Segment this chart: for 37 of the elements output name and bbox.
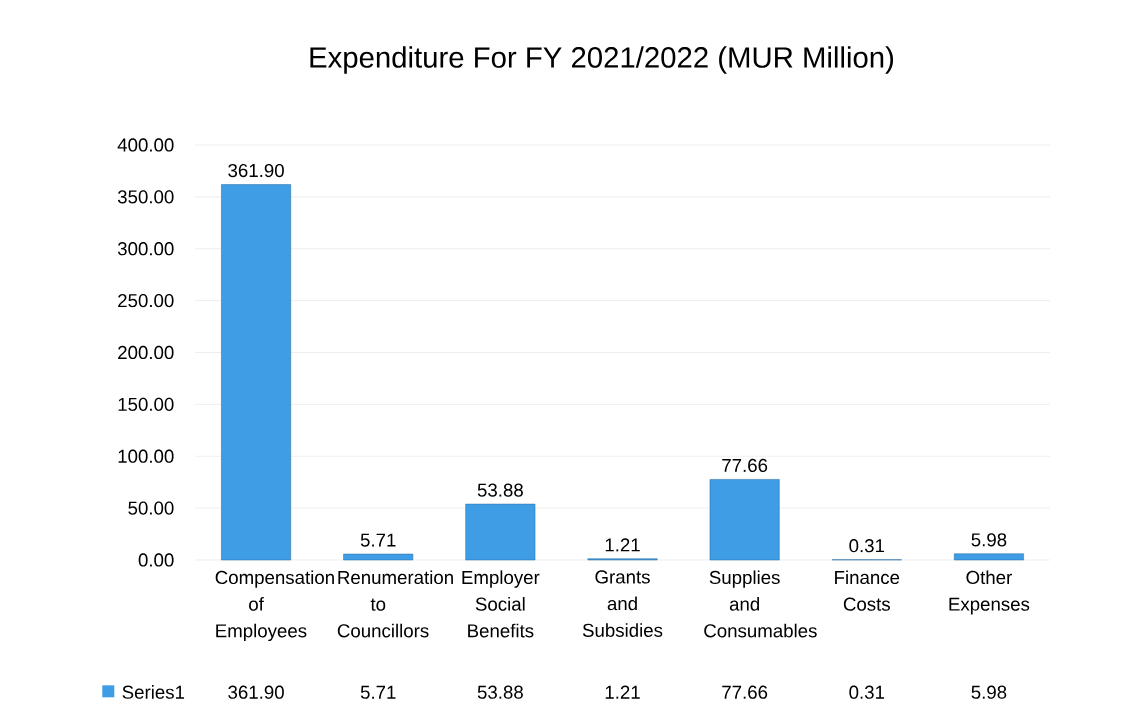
bar bbox=[953, 553, 1024, 561]
x-tick-label: Other Expenses bbox=[949, 570, 1030, 615]
data-label: 53.88 bbox=[477, 685, 523, 699]
bar bbox=[343, 553, 414, 561]
y-tick-label: 350.00 bbox=[117, 190, 174, 204]
text: 5.98 bbox=[971, 533, 1007, 547]
chart-title: Expenditure For FY 2021/2022 (MUR Million) bbox=[310, 46, 894, 74]
text: 53.88 bbox=[477, 483, 523, 497]
x-tick-label: Finance Costs bbox=[835, 570, 900, 611]
bar bbox=[221, 184, 292, 561]
y-tick-label: 200.00 bbox=[118, 345, 174, 360]
x-tick-label: Compensation of Employees bbox=[215, 570, 334, 642]
data-label: 0.31 bbox=[849, 685, 885, 699]
text: 1.21 bbox=[605, 538, 640, 552]
data-label: 5.71 bbox=[360, 685, 396, 699]
legend-label: Series1 bbox=[122, 685, 185, 699]
y-tick-label: 400.00 bbox=[117, 138, 174, 152]
data-label: 5.98 bbox=[971, 685, 1007, 699]
y-tick-label: 150.00 bbox=[118, 397, 174, 411]
data-label: 361.90 bbox=[228, 685, 284, 699]
x-tick-label: Employer Social Benefits bbox=[462, 570, 540, 638]
x-tick-label: Renumeration to Councillors bbox=[337, 570, 453, 638]
y-tick-label: 300.00 bbox=[117, 242, 174, 256]
bar bbox=[709, 479, 780, 561]
bar bbox=[465, 503, 536, 561]
text: 77.66 bbox=[722, 458, 768, 473]
text: 361.90 bbox=[228, 163, 284, 178]
text: 0.31 bbox=[849, 539, 885, 553]
data-label: 1.21 bbox=[605, 685, 640, 699]
y-tick-label: 50.00 bbox=[128, 501, 174, 515]
data-label: 77.66 bbox=[722, 685, 768, 699]
y-tick-label: 100.00 bbox=[118, 449, 174, 463]
text: 5.71 bbox=[360, 533, 396, 547]
x-tick-label: Supplies and Consumables bbox=[704, 570, 817, 638]
y-tick-label: 0.00 bbox=[138, 553, 174, 567]
x-tick-label: Grants and Subsidies bbox=[582, 570, 663, 637]
y-tick-label: 250.00 bbox=[118, 293, 174, 308]
